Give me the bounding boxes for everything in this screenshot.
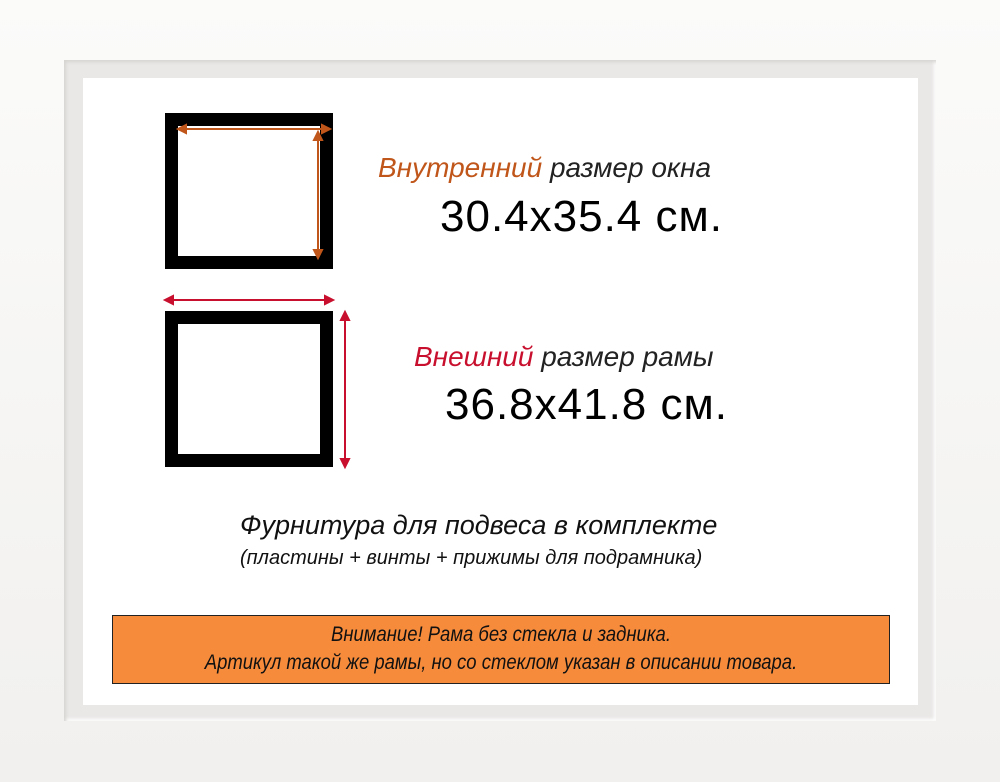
outer-label-accent: Внешний [414,341,534,372]
notice-banner: Внимание! Рама без стекла и задника. Арт… [112,615,890,684]
notice-line-1: Внимание! Рама без стекла и задника. [331,623,671,646]
inner-label-rest: размер окна [542,152,712,183]
inner-size-diagram [165,113,333,269]
outer-arrows [162,294,351,470]
inner-size-value: 30.4x35.4 см. [440,192,723,241]
inner-arrows [175,123,333,261]
inner-size-label: Внутренний размер окна [378,152,711,184]
notice-line-2: Артикул такой же рамы, но со стеклом ука… [204,651,798,674]
hardware-details: (пластины + винты + прижимы для подрамни… [240,547,703,569]
inner-label-accent: Внутренний [378,152,543,183]
outer-size-diagram [165,311,333,467]
hardware-title: Фурнитура для подвеса в комплекте [240,510,718,540]
frame-content [83,78,918,705]
outer-label-rest: размер рамы [533,341,714,372]
outer-size-label: Внешний размер рамы [414,341,714,373]
outer-size-value: 36.8x41.8 см. [445,380,728,429]
